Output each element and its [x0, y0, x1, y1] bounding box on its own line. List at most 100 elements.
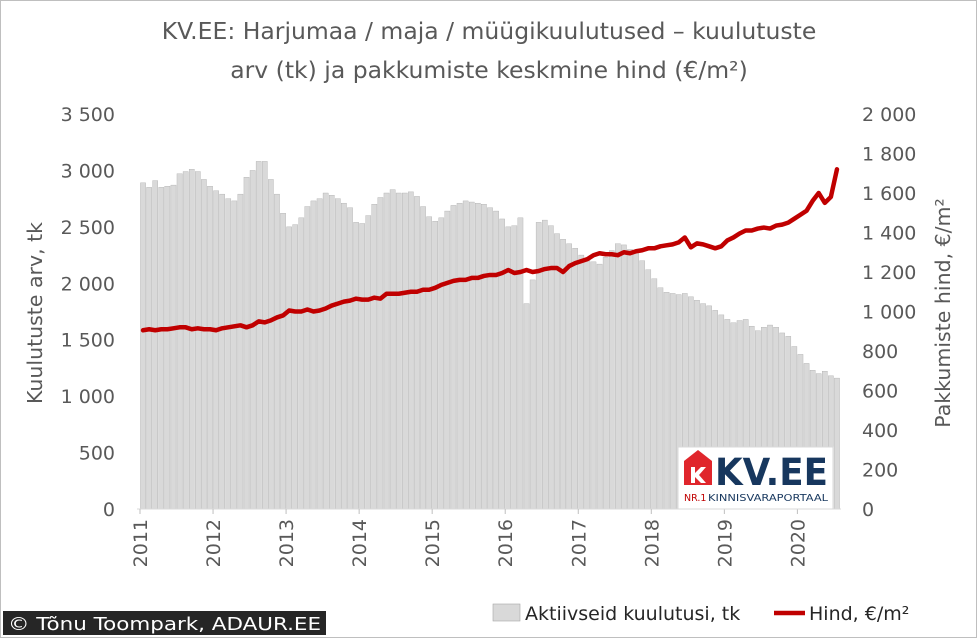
bar — [444, 210, 451, 510]
bar — [249, 170, 256, 510]
x-tick-label: 2019 — [714, 519, 736, 567]
price-line — [140, 167, 840, 333]
bar — [365, 215, 372, 510]
bar — [268, 179, 274, 510]
bar — [353, 222, 359, 510]
bar — [219, 193, 225, 510]
y-right-tick-label: 1 200 — [862, 262, 916, 284]
bar — [243, 177, 250, 510]
y-left-tick-label: 500 — [79, 443, 115, 465]
bar — [389, 189, 396, 510]
y-right-tick-label: 2 000 — [862, 104, 916, 126]
bar — [383, 192, 390, 510]
y-left-tick-label: 1 500 — [61, 330, 115, 352]
bar — [511, 225, 518, 510]
bar — [456, 202, 463, 510]
bar — [481, 204, 487, 510]
bar — [608, 250, 615, 510]
x-tick-label: 2013 — [276, 519, 298, 567]
bar — [371, 204, 378, 510]
bar — [158, 187, 165, 510]
bar — [621, 244, 627, 510]
chart-title-line-1: KV.EE: Harjumaa / maja / müügikuulutused… — [162, 17, 817, 45]
bar — [231, 200, 238, 510]
bar — [535, 222, 542, 510]
bar — [140, 182, 146, 510]
bar — [414, 196, 420, 510]
x-tick-label: 2020 — [787, 519, 809, 567]
x-tick-label: 2014 — [349, 519, 371, 567]
copyright-text: © Tõnu Toompark, ADAUR.EE — [8, 614, 321, 635]
bar — [523, 303, 530, 510]
bar — [292, 224, 298, 510]
bar — [596, 263, 603, 510]
bar — [176, 173, 183, 510]
bar — [347, 207, 353, 510]
bar — [645, 269, 652, 510]
bar — [432, 221, 438, 510]
legend-label-line: Hind, €/m² — [809, 603, 909, 625]
bar — [377, 197, 384, 510]
y-left-tick-label: 1 000 — [61, 386, 115, 408]
bar — [651, 278, 658, 510]
bar — [663, 292, 670, 510]
bar — [487, 207, 493, 510]
bar — [195, 171, 201, 510]
bar — [834, 377, 840, 510]
y-right-axis-ticks: 0 200 400 600 800 1 000 1 200 1 400 1 600 1 800 2 … — [862, 104, 916, 521]
bar — [566, 243, 572, 510]
bar — [213, 190, 219, 510]
x-tick-label: 2011 — [130, 519, 152, 567]
bar — [590, 261, 597, 510]
y-right-tick-label: 400 — [862, 420, 898, 442]
y-right-tick-label: 1 600 — [862, 183, 916, 205]
bar — [310, 200, 317, 510]
bar — [188, 169, 195, 510]
bar — [237, 193, 244, 510]
bar — [475, 202, 481, 510]
bar — [280, 213, 286, 510]
chart-title-line-2: arv (tk) ja pakkumiste keskmine hind (€/… — [230, 56, 748, 84]
y-left-tick-label: 3 500 — [61, 104, 115, 126]
bar — [639, 260, 645, 510]
bar — [146, 187, 152, 510]
kv-ee-logo: KV.EE NR.1 KINNISVARAPORTAAL — [677, 446, 834, 510]
x-tick-label: 2016 — [495, 519, 517, 567]
bar — [255, 161, 262, 510]
bar — [669, 293, 676, 510]
bar — [554, 233, 560, 510]
bar — [529, 279, 536, 510]
y-right-tick-label: 800 — [862, 341, 898, 363]
logo-tagline: KINNISVARAPORTAAL — [708, 493, 829, 504]
y-left-tick-label: 2 000 — [61, 273, 115, 295]
legend: Aktiivseid kuulutusi, tk Hind, €/m² — [492, 603, 909, 625]
bar — [578, 254, 585, 510]
bar — [450, 205, 457, 510]
bar-series-aktiivseid-kuulutusi — [140, 161, 840, 510]
y-left-tick-label: 2 500 — [61, 217, 115, 239]
bar — [335, 198, 341, 510]
bar — [298, 217, 305, 510]
bar — [657, 287, 664, 510]
copyright-badge: © Tõnu Toompark, ADAUR.EE — [3, 611, 326, 635]
bar — [322, 192, 329, 510]
legend-label-bars: Aktiivseid kuulutusi, tk — [525, 603, 740, 625]
bar — [584, 259, 591, 510]
bar — [438, 217, 445, 510]
bar — [426, 216, 432, 510]
bar — [627, 249, 633, 510]
y-left-axis-label: Kuulutuste arv, tk — [23, 222, 47, 404]
bar — [170, 184, 177, 510]
bar — [602, 257, 609, 510]
y-right-tick-label: 600 — [862, 381, 898, 403]
logo-wordmark: KV.EE — [715, 451, 828, 494]
bar — [182, 171, 189, 510]
y-right-tick-label: 1 800 — [862, 144, 916, 166]
bar — [359, 223, 365, 510]
y-left-axis-ticks: 0 500 1 000 1 500 2 000 2 500 3 000 3 500 — [61, 104, 115, 521]
logo-tagline-prefix: NR.1 — [684, 493, 706, 504]
x-axis-ticks: 2011 2012 2013 2014 2015 2016 2017 2018 2019 2020 — [130, 509, 809, 567]
bar — [328, 195, 335, 510]
